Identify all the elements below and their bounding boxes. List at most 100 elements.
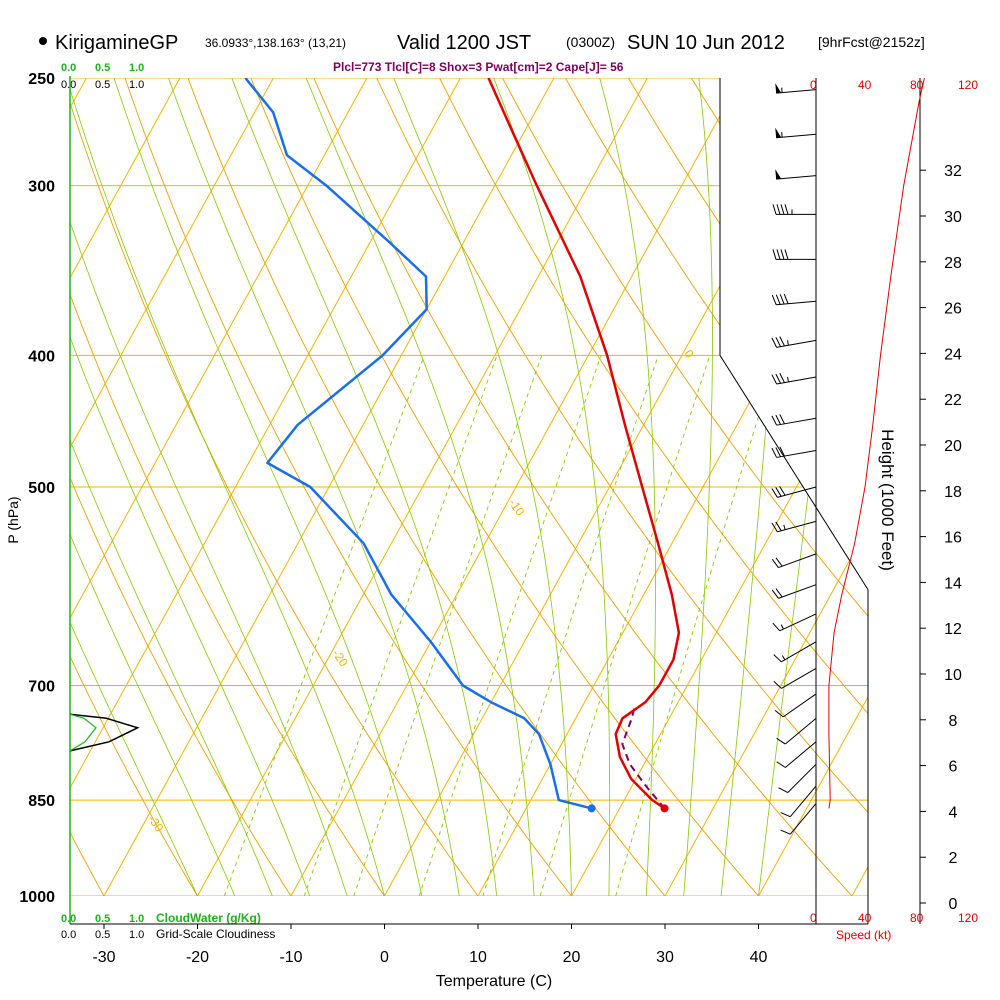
cloudiness-label: Grid-Scale Cloudiness [156, 927, 275, 941]
wind-barb [775, 127, 817, 139]
wind-barb-flag [772, 249, 777, 260]
speed-scale-top-120: 120 [958, 78, 978, 92]
height-tick-label: 14 [944, 575, 962, 592]
wind-barb-staff [776, 449, 817, 458]
station-coords: 36.0933°,138.163° (13,21) [205, 36, 346, 50]
wind-barb-staff [776, 376, 817, 385]
moist-adiabat [393, 78, 572, 896]
wind-barb-staff [781, 668, 817, 689]
cloud-scale-bottom-1: 0.5 [95, 913, 110, 925]
x-tick-label: -20 [186, 949, 209, 966]
valid-date: SUN 10 Jun 2012 [627, 32, 785, 54]
dry-adiabat [501, 78, 868, 617]
speed-scale-bottom-40: 40 [858, 911, 872, 925]
moist-adiabat [70, 621, 198, 896]
height-tick-label: 20 [944, 438, 962, 455]
wind-barb-pennant [775, 169, 782, 180]
cloudwater-line [69, 713, 97, 752]
wind-barb-flag [774, 709, 784, 718]
wind-barb-staff [776, 175, 817, 180]
x-tick-label: -10 [279, 949, 302, 966]
speed-scale-top-0: 0 [810, 78, 817, 92]
wind-barb-flag [775, 414, 781, 425]
wind-barb [773, 641, 817, 663]
wind-barb-flag [775, 447, 781, 457]
mixing-ratio-label: 2 [293, 904, 310, 918]
moist-adiabat [70, 439, 273, 896]
speed-scale-top-40: 40 [858, 78, 872, 92]
height-tick-label: 26 [944, 301, 962, 318]
dry-adiabat [313, 78, 853, 896]
wind-barb-flag [779, 486, 786, 496]
wind-barb-flag [783, 293, 789, 304]
wind-barb-flag [779, 373, 785, 383]
wind-barb [774, 693, 817, 718]
wind-barb-staff [781, 641, 817, 663]
height-tick-label: 28 [944, 255, 962, 272]
speed-scale-top-80: 80 [910, 78, 924, 92]
wind-barb-flag [775, 373, 781, 384]
wind-barb [773, 668, 817, 689]
moist-adiabat [683, 78, 713, 896]
wind-barb-flag [771, 447, 778, 458]
wind-barb [772, 613, 817, 632]
frame-diagonal [719, 355, 869, 590]
cloudwater-label: CloudWater (g/Kg) [156, 911, 261, 925]
x-axis-title: Temperature (C) [436, 973, 552, 990]
p-tick-label: 700 [28, 679, 55, 696]
station-name: KirigamineGP [55, 32, 178, 54]
axes: -30 -20 -10 0 10 20 30 402503004005007008501000… [5, 71, 962, 990]
wind-barb-staff [785, 741, 817, 768]
isotherm-line [70, 78, 181, 279]
height-tick-label: 6 [949, 759, 958, 776]
valid-time: Valid 1200 JST [397, 32, 531, 54]
p-tick-label: 300 [28, 179, 55, 196]
cloudiness-scale-top-2: 1.0 [129, 79, 144, 91]
wind-speed-line [828, 77, 925, 809]
wind-barb [771, 520, 817, 533]
wind-barb-flag [779, 294, 785, 305]
wind-barb [780, 785, 817, 818]
wind-barb-flag [780, 204, 785, 215]
mixing-ratio-label: 8 [471, 904, 488, 918]
speed-scale-bottom-0: 0 [810, 911, 817, 925]
dry-adiabat [564, 78, 868, 522]
wind-barb-flag [772, 622, 781, 632]
isotherm-label: 10 [868, 177, 887, 196]
wind-barb-flag [771, 415, 778, 426]
moist-adiabat [70, 220, 348, 896]
height-tick-label: 0 [949, 896, 958, 913]
isotherm-line [70, 78, 274, 449]
wind-barb-flag [775, 557, 783, 567]
wind-barb-staff [776, 300, 817, 306]
dry-adiabat [250, 78, 759, 896]
mixing-ratio-label: 20 [604, 897, 624, 917]
wind-barb-flag [776, 761, 786, 768]
wind-barb-staff [789, 785, 817, 818]
wind-barb-flag [779, 336, 785, 347]
plot-mask [720, 78, 869, 590]
wind-barb-flag [784, 249, 789, 260]
wind-barb-staff [787, 763, 817, 793]
moist-adiabat [70, 335, 311, 896]
dry-adiabat [70, 655, 198, 896]
moist-adiabat [168, 78, 460, 896]
wind-barb [771, 553, 817, 569]
wind-barb-half [787, 376, 789, 383]
sounding-params: Plcl=773 Tlcl[C]=8 Shox=3 Pwat[cm]=2 Cap… [333, 60, 624, 74]
wind-barb-staff [778, 553, 817, 569]
wind-barb [775, 83, 817, 94]
isotherm-line [103, 78, 555, 896]
moist-adiabat [70, 533, 236, 896]
wind-barb-staff [785, 717, 817, 745]
wind-barb [772, 204, 816, 215]
wind-barb-flag [779, 446, 785, 457]
wind-barbs [771, 83, 817, 835]
wind-barb-pennant [775, 127, 782, 138]
y-axis-title: P (hPa) [5, 496, 21, 543]
cloud-scale-top: 0.0 0.5 1.0 0.0 0.5 1.0 [61, 62, 144, 91]
height-tick-label: 30 [944, 209, 962, 226]
wind-barb-flag [773, 680, 782, 689]
wind-barb-flag [771, 488, 778, 498]
mixing-ratio-line [303, 355, 498, 896]
